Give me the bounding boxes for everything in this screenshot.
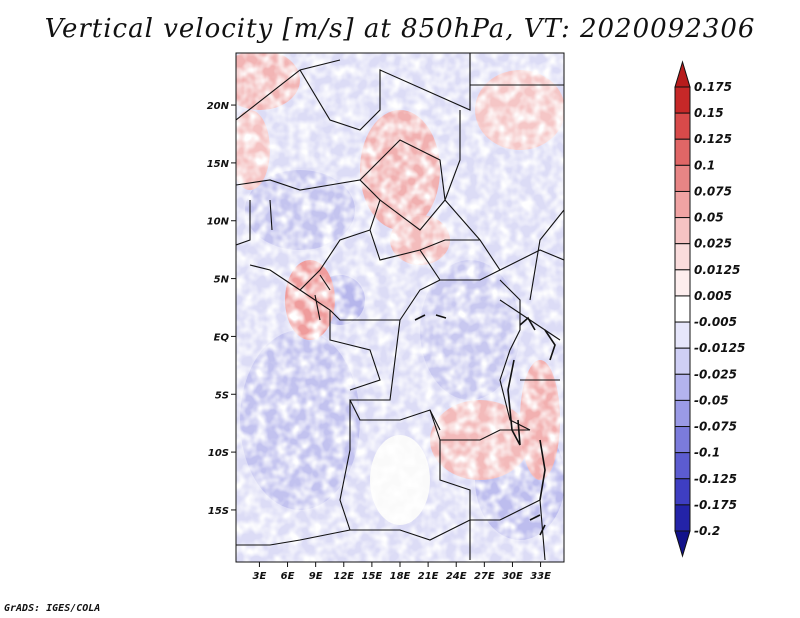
country-borders — [236, 53, 564, 561]
colorbar-swatch — [674, 217, 691, 245]
colorbar-swatch — [674, 373, 691, 401]
longitude-axis: 3E 6E 9E 12E 15E 18E 21E 24E 27E 30E 33E — [253, 562, 551, 582]
grads-credit: GrADS: IGES/COLA — [4, 603, 101, 614]
colorbar-swatch — [674, 295, 691, 323]
colorbar-swatch — [674, 190, 691, 219]
colorbar-top-arrow — [674, 60, 691, 88]
colorbar-label: -0.125 — [694, 472, 737, 486]
colorbar-label: 0.05 — [694, 211, 724, 225]
colorbar-label: -0.1 — [694, 446, 720, 460]
colorbar-label: -0.075 — [694, 420, 737, 434]
page-title: Vertical velocity [m/s] at 850hPa, VT: 2… — [44, 14, 756, 44]
lat-tick-label: 5N — [214, 275, 230, 286]
colorbar-label: -0.2 — [694, 524, 720, 538]
lat-tick-label: 5S — [215, 390, 229, 401]
lon-tick-label: 9E — [309, 571, 323, 582]
lat-tick-label: 10S — [208, 448, 229, 459]
colorbar-bottom-arrow — [674, 530, 691, 558]
colorbar-swatch — [674, 112, 691, 140]
colorbar-label: -0.005 — [694, 315, 737, 329]
colorbar-label: -0.025 — [694, 367, 737, 381]
lon-tick-label: 15E — [362, 571, 383, 582]
colorbar-label: 0.125 — [694, 132, 732, 146]
colorbar-swatch — [674, 504, 691, 532]
colorbar-label: 0.005 — [694, 289, 732, 303]
colorbar-swatch — [674, 347, 691, 375]
lat-tick-label: 10N — [207, 217, 230, 228]
colorbar-swatch — [674, 452, 691, 480]
colorbar-swatch — [674, 269, 691, 297]
lat-tick-label: 15S — [208, 506, 229, 517]
colorbar-label: 0.0125 — [694, 263, 740, 277]
lon-tick-label: 24E — [446, 571, 467, 582]
lon-tick-label: 3E — [253, 571, 267, 582]
colorbar-label: -0.05 — [694, 393, 729, 407]
colorbar-swatch — [674, 164, 691, 192]
lat-tick-label: 15N — [207, 159, 230, 170]
colorbar-label: -0.175 — [694, 498, 737, 512]
colorbar-swatch — [674, 138, 691, 166]
colorbar-label: 0.1 — [694, 158, 715, 172]
colorbar-label: -0.0125 — [694, 341, 745, 355]
lake-outlines — [414, 314, 556, 536]
lon-tick-label: 33E — [530, 571, 551, 582]
colorbar-label: 0.075 — [694, 184, 732, 198]
colorbar-swatch — [674, 86, 691, 114]
lon-tick-label: 12E — [333, 571, 354, 582]
colorbar-swatch — [674, 243, 691, 271]
lat-tick-label: 20N — [207, 101, 230, 112]
lon-tick-label: 21E — [418, 571, 439, 582]
lon-tick-label: 27E — [474, 571, 495, 582]
latitude-axis: 20N 15N 10N 5N EQ 5S 10S 15S — [207, 101, 236, 517]
lon-tick-label: 30E — [502, 571, 523, 582]
colorbar-swatch — [674, 478, 691, 506]
colorbar-label: 0.175 — [694, 80, 732, 94]
lon-tick-label: 6E — [281, 571, 295, 582]
colorbar: 0.175 0.15 0.125 0.1 0.075 0.05 0.025 0.0125 0.0… — [674, 60, 745, 558]
lon-tick-label: 18E — [390, 571, 411, 582]
vertical-velocity-field — [236, 53, 564, 562]
colorbar-label: 0.025 — [694, 237, 732, 251]
lat-tick-label: EQ — [214, 332, 230, 343]
colorbar-label: 0.15 — [694, 106, 724, 120]
colorbar-swatch — [674, 399, 691, 428]
colorbar-swatch — [674, 426, 691, 454]
colorbar-swatch — [674, 321, 691, 349]
